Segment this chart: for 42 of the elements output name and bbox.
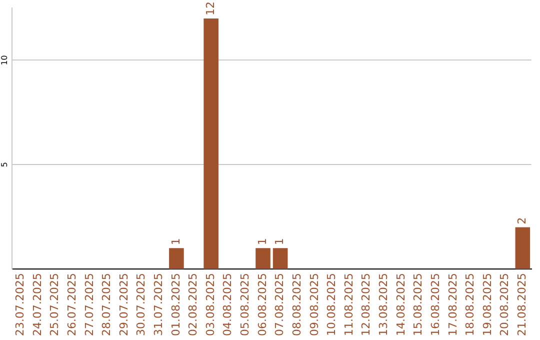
x-tick-label: 21.08.2025 <box>516 273 529 336</box>
x-tick-label: 01.08.2025 <box>169 273 182 336</box>
y-tick-label: 10 <box>0 55 10 66</box>
x-tick-label: 19.08.2025 <box>480 273 494 336</box>
x-tick-label: 26.07.2025 <box>65 273 78 336</box>
x-tick-label: 14.08.2025 <box>394 273 408 336</box>
data-label: 1 <box>256 238 269 246</box>
x-tick-label: 02.08.2025 <box>186 273 200 336</box>
data-label: 12 <box>204 1 217 16</box>
x-tick-label: 27.07.2025 <box>82 273 96 336</box>
x-tick-label: 31.07.2025 <box>152 273 165 336</box>
y-tick-label: 5 <box>0 162 10 168</box>
x-tick-label: 20.08.2025 <box>498 273 512 336</box>
x-tick-label: 09.08.2025 <box>308 273 321 336</box>
x-tick-label: 06.08.2025 <box>256 273 269 336</box>
x-tick-label: 16.08.2025 <box>428 273 442 336</box>
x-tick-label: 29.07.2025 <box>117 273 130 336</box>
x-tick-label: 03.08.2025 <box>204 273 217 336</box>
x-tick-label: 13.08.2025 <box>377 273 390 336</box>
bar <box>256 248 270 270</box>
x-tick-label: 24.07.2025 <box>30 273 44 336</box>
x-tick-label: 17.08.2025 <box>446 273 460 336</box>
x-tick-label: 15.08.2025 <box>412 273 425 336</box>
data-label: 2 <box>516 217 529 224</box>
bar <box>204 18 218 270</box>
x-tick-label: 18.08.2025 <box>464 273 477 336</box>
x-tick-label: 11.08.2025 <box>342 273 356 336</box>
x-tick-label: 25.07.2025 <box>48 273 62 336</box>
bar <box>515 227 530 270</box>
x-tick-label: 30.07.2025 <box>134 273 148 336</box>
x-tick-label: 10.08.2025 <box>325 273 338 336</box>
x-tick-label: 23.07.2025 <box>14 273 27 336</box>
data-label: 1 <box>169 238 182 246</box>
x-tick-label: 04.08.2025 <box>221 273 234 336</box>
x-tick-label: 08.08.2025 <box>290 273 304 336</box>
bar <box>272 248 288 270</box>
x-tick-label: 28.07.2025 <box>100 273 114 336</box>
x-tick-label: 05.08.2025 <box>238 273 252 336</box>
x-tick-label: 07.08.2025 <box>273 273 286 336</box>
data-label: 1 <box>273 238 286 246</box>
bar <box>169 248 184 270</box>
x-tick-label: 12.08.2025 <box>360 273 373 336</box>
